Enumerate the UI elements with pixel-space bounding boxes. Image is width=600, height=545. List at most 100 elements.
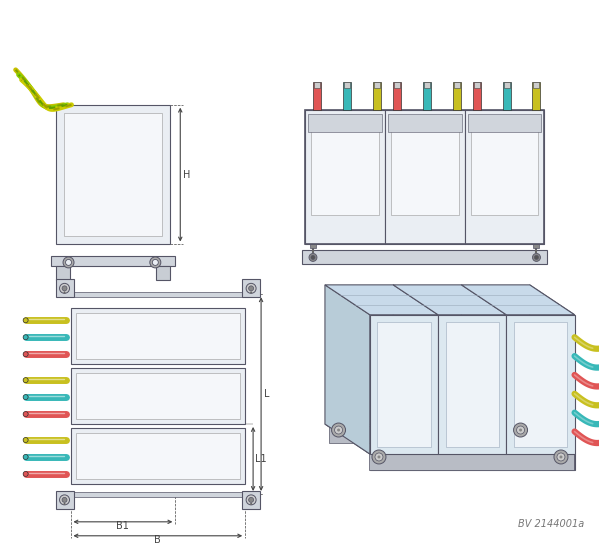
- Text: H: H: [183, 169, 191, 180]
- Bar: [56, 491, 74, 509]
- Polygon shape: [369, 453, 574, 470]
- Circle shape: [554, 450, 568, 464]
- Circle shape: [23, 318, 28, 323]
- Bar: [76, 433, 240, 479]
- Circle shape: [337, 428, 340, 432]
- Circle shape: [519, 428, 522, 432]
- Polygon shape: [370, 315, 438, 454]
- Bar: [503, 82, 509, 88]
- Bar: [470, 116, 538, 215]
- Circle shape: [65, 259, 71, 265]
- Polygon shape: [329, 426, 533, 443]
- Circle shape: [335, 426, 343, 434]
- Circle shape: [557, 453, 565, 461]
- Polygon shape: [325, 424, 575, 454]
- Bar: [374, 82, 380, 88]
- Circle shape: [152, 259, 158, 265]
- Polygon shape: [446, 322, 499, 447]
- Bar: [373, 82, 381, 110]
- Circle shape: [23, 335, 28, 340]
- Circle shape: [246, 495, 256, 505]
- Bar: [157, 267, 170, 280]
- Bar: [473, 82, 479, 88]
- Polygon shape: [393, 285, 506, 315]
- Polygon shape: [461, 285, 575, 315]
- Polygon shape: [377, 322, 431, 447]
- Circle shape: [377, 456, 380, 458]
- Bar: [308, 114, 382, 132]
- Bar: [310, 245, 316, 249]
- Polygon shape: [506, 315, 575, 454]
- Polygon shape: [438, 315, 506, 454]
- Polygon shape: [325, 285, 370, 454]
- Bar: [423, 82, 431, 110]
- Circle shape: [311, 256, 315, 259]
- Text: L1: L1: [255, 454, 267, 464]
- Bar: [76, 313, 240, 359]
- Bar: [533, 82, 539, 88]
- Circle shape: [246, 283, 256, 293]
- Text: BV 2144001a: BV 2144001a: [518, 519, 584, 529]
- Circle shape: [250, 503, 252, 505]
- Circle shape: [59, 283, 70, 293]
- Bar: [344, 82, 350, 88]
- Bar: [71, 428, 245, 484]
- Circle shape: [559, 456, 562, 458]
- Circle shape: [248, 286, 254, 291]
- Circle shape: [250, 292, 252, 293]
- Bar: [305, 110, 385, 245]
- Circle shape: [64, 503, 65, 505]
- Bar: [391, 116, 458, 215]
- Bar: [76, 373, 240, 419]
- Bar: [388, 114, 461, 132]
- Circle shape: [23, 395, 28, 399]
- Circle shape: [23, 411, 28, 416]
- Bar: [464, 110, 544, 245]
- Circle shape: [514, 423, 527, 437]
- Bar: [313, 82, 321, 110]
- Bar: [503, 82, 511, 110]
- Circle shape: [150, 257, 161, 268]
- Bar: [314, 82, 320, 88]
- Bar: [532, 82, 541, 110]
- Bar: [56, 267, 70, 280]
- Bar: [385, 110, 464, 245]
- Bar: [50, 256, 175, 267]
- Bar: [71, 368, 245, 424]
- Circle shape: [23, 455, 28, 459]
- Text: L: L: [264, 389, 269, 399]
- Bar: [242, 280, 260, 298]
- Bar: [343, 82, 351, 110]
- Circle shape: [375, 453, 383, 461]
- Bar: [302, 251, 547, 264]
- Bar: [452, 82, 461, 110]
- Bar: [424, 82, 430, 88]
- Polygon shape: [393, 285, 461, 424]
- Circle shape: [64, 292, 65, 293]
- Polygon shape: [514, 322, 567, 447]
- Bar: [56, 105, 170, 245]
- Bar: [473, 82, 481, 110]
- Circle shape: [23, 352, 28, 356]
- Text: B1: B1: [116, 521, 130, 531]
- Bar: [454, 82, 460, 88]
- Bar: [393, 82, 401, 110]
- Polygon shape: [530, 424, 575, 470]
- Circle shape: [372, 450, 386, 464]
- Circle shape: [23, 471, 28, 476]
- Bar: [467, 114, 541, 132]
- Polygon shape: [461, 285, 506, 454]
- Circle shape: [248, 498, 254, 502]
- Circle shape: [535, 256, 538, 259]
- Bar: [71, 492, 245, 497]
- Bar: [64, 113, 163, 237]
- Circle shape: [309, 253, 317, 262]
- Circle shape: [23, 438, 28, 443]
- Bar: [305, 110, 544, 245]
- Bar: [242, 491, 260, 509]
- Bar: [311, 116, 379, 215]
- Polygon shape: [461, 285, 530, 424]
- Polygon shape: [325, 285, 393, 424]
- Circle shape: [63, 257, 74, 268]
- Polygon shape: [393, 285, 438, 454]
